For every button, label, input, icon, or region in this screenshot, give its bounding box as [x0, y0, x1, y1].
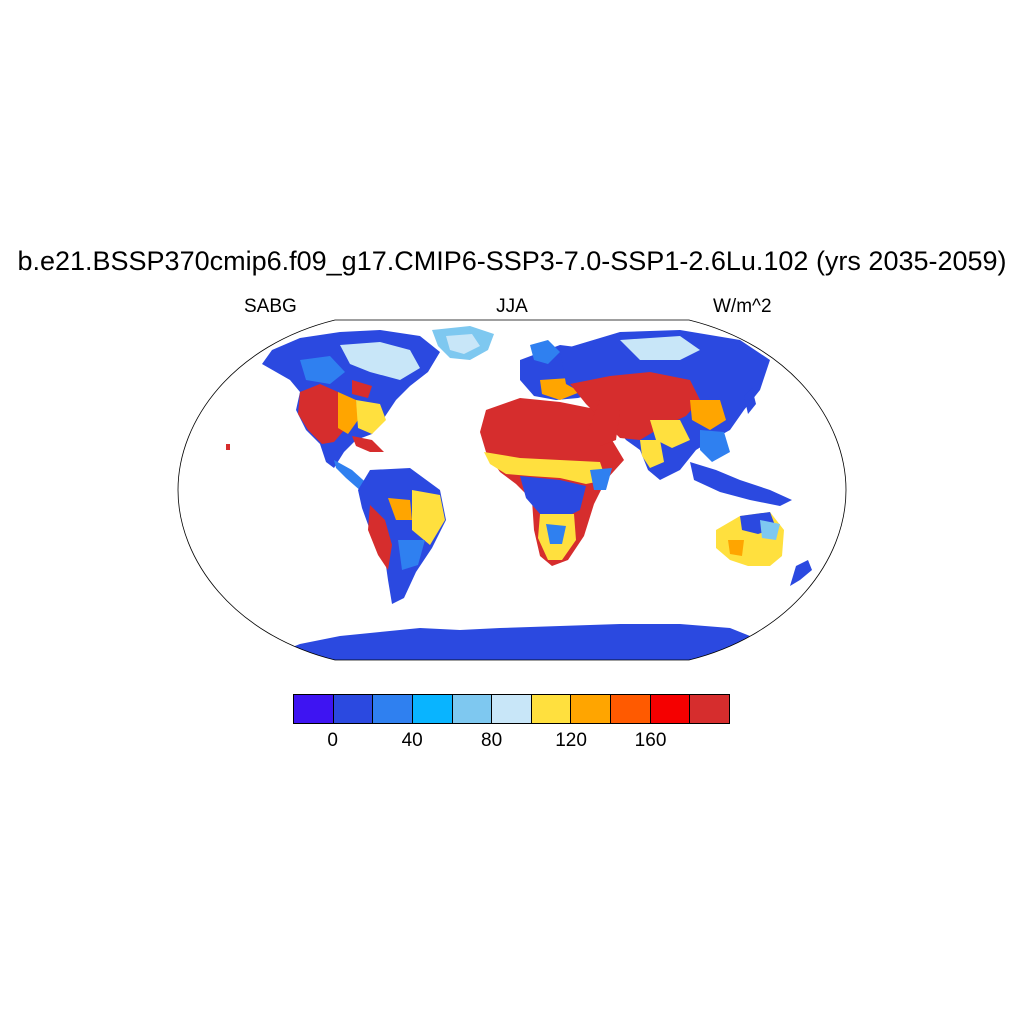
units-label: W/m^2: [713, 296, 772, 317]
colorbar-box-1: [333, 695, 374, 723]
colorbar-box-5: [492, 695, 532, 723]
colorbar-box-2: [373, 695, 413, 723]
antarctica: [260, 624, 780, 660]
colorbar-tick-label: 160: [634, 730, 667, 751]
colorbar-box-8: [611, 695, 651, 723]
colorbar-tick-label: 0: [327, 730, 339, 751]
map-border: [177, 319, 847, 661]
season-label: JJA: [496, 296, 528, 317]
colorbar-box-3: [412, 695, 453, 723]
colorbar-box-0: [294, 695, 334, 723]
colorbar-tick-label: 120: [555, 730, 587, 751]
colorbar-tick-label: 80: [481, 730, 503, 751]
colorbar-box-9: [650, 695, 691, 723]
colorbar: [293, 694, 730, 724]
colorbar-box-10: [690, 695, 730, 723]
colorbar-tick-label: 40: [401, 730, 423, 751]
colorbar-box-4: [452, 695, 493, 723]
variable-label: SABG: [244, 296, 297, 317]
colorbar-box-7: [571, 695, 612, 723]
plot-title: b.e21.BSSP370cmip6.f09_g17.CMIP6-SSP3-7.…: [17, 246, 1007, 276]
colorbar-box-6: [531, 695, 572, 723]
